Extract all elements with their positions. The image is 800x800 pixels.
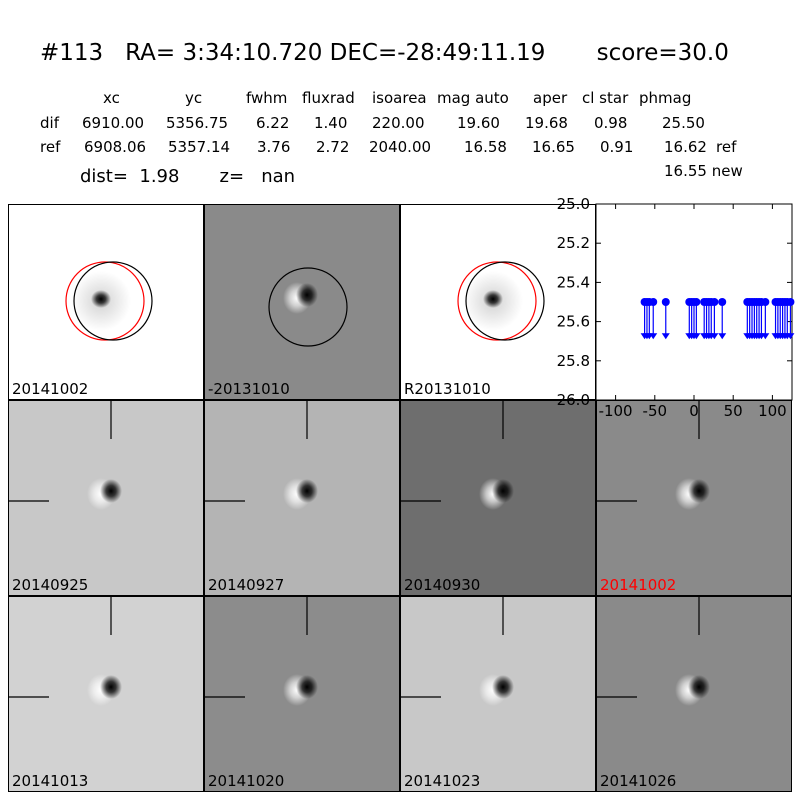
stamp-date-label: 20141002: [600, 576, 677, 594]
stamp-date-label: 20141020: [208, 772, 285, 790]
stamp-date-label: 20141026: [600, 772, 677, 790]
column-header: fluxrad: [302, 89, 355, 107]
x-tick-label: 50: [724, 402, 743, 420]
stamp-date-label: 20140925: [12, 576, 89, 594]
row-value: 19.68: [525, 114, 568, 132]
stamp-date-label: -20131010: [208, 380, 290, 398]
arrow-head: [718, 333, 727, 340]
stamp-date-label: 20141002: [12, 380, 89, 398]
row-value: 2040.00: [369, 138, 432, 156]
row-value: 3.76: [257, 138, 291, 156]
x-tick-label: 100: [758, 402, 787, 420]
image-stamp[interactable]: 20140927: [204, 400, 400, 596]
row-value: 5357.14: [168, 138, 231, 156]
data-point: [710, 298, 719, 306]
row-value: 0.91: [600, 138, 634, 156]
y-tick-label: 25.8: [557, 352, 590, 370]
arrow-head: [692, 333, 701, 340]
row-value: 2.72: [316, 138, 350, 156]
light-curve-chart: 25.0 25.2 25.4 25.6 25.8 26.0 -100 -50 0 50 100: [557, 195, 795, 420]
image-stamp[interactable]: 20141013: [8, 596, 204, 792]
column-header: aper: [533, 89, 568, 107]
stamp-date-label: 20141023: [404, 772, 481, 790]
data-point: [649, 298, 658, 306]
image-stamp[interactable]: 20140930: [400, 400, 596, 596]
image-stamp[interactable]: 20141023: [400, 596, 596, 792]
x-tick-label: -100: [599, 402, 633, 420]
column-header: fwhm: [246, 89, 288, 107]
image-stamp[interactable]: 20141020: [204, 596, 400, 792]
column-header: phmag: [639, 89, 692, 107]
row-value: 6910.00: [82, 114, 145, 132]
arrow-head: [661, 333, 670, 340]
column-header: isoarea: [372, 89, 427, 107]
arrow-head: [761, 333, 770, 340]
dist-line: dist= 1.98 z= nan: [80, 166, 296, 187]
y-tick-label: 25.6: [557, 313, 590, 331]
data-point: [661, 298, 670, 306]
new-mag: 16.55 new: [664, 162, 743, 180]
row-label: ref: [40, 138, 61, 156]
image-stamp[interactable]: R20131010: [400, 204, 596, 400]
candidate-title: #113 RA= 3:34:10.720 DEC=-28:49:11.19 sc…: [40, 40, 729, 66]
row-value: 6.22: [256, 114, 290, 132]
y-tick-label: 26.0: [557, 391, 590, 409]
data-point: [718, 298, 727, 306]
stamp-date-label: 20140927: [208, 576, 285, 594]
column-header: mag auto: [437, 89, 509, 107]
stamp-date-label: 20140930: [404, 576, 481, 594]
data-point: [786, 298, 795, 306]
image-stamp[interactable]: 20140925: [8, 400, 204, 596]
data-point: [692, 298, 701, 306]
row-value: 220.00: [372, 114, 425, 132]
data-point: [761, 298, 770, 306]
row-value: 1.40: [314, 114, 348, 132]
row-value: 6908.06: [84, 138, 147, 156]
x-tick-label: 0: [689, 402, 699, 420]
y-tick-label: 25.2: [557, 234, 590, 252]
row-value: 25.50: [662, 114, 705, 132]
column-header: yc: [185, 89, 203, 107]
y-tick-label: 25.4: [557, 273, 590, 291]
row-value: 16.65: [532, 138, 575, 156]
image-stamp[interactable]: -20131010: [204, 204, 400, 400]
arrow-head: [710, 333, 719, 340]
row-value: 16.62: [664, 138, 707, 156]
image-stamp[interactable]: 20141026: [596, 596, 792, 792]
column-header: xc: [103, 89, 120, 107]
row-value: 16.58: [464, 138, 507, 156]
row-value: 19.60: [457, 114, 500, 132]
arrow-head: [786, 333, 795, 340]
column-header: cl star: [582, 89, 629, 107]
image-stamp[interactable]: 20141002: [8, 204, 204, 400]
arrow-head: [649, 333, 658, 340]
image-stamp[interactable]: 20141002: [596, 400, 792, 596]
y-tick-label: 25.0: [557, 195, 590, 213]
x-tick-label: -50: [643, 402, 668, 420]
stamp-date-label: R20131010: [404, 380, 491, 398]
row-value: 5356.75: [166, 114, 229, 132]
row-label: dif: [40, 114, 59, 132]
row-value: 0.98: [594, 114, 628, 132]
row-suffix: ref: [716, 138, 737, 156]
stamp-date-label: 20141013: [12, 772, 89, 790]
